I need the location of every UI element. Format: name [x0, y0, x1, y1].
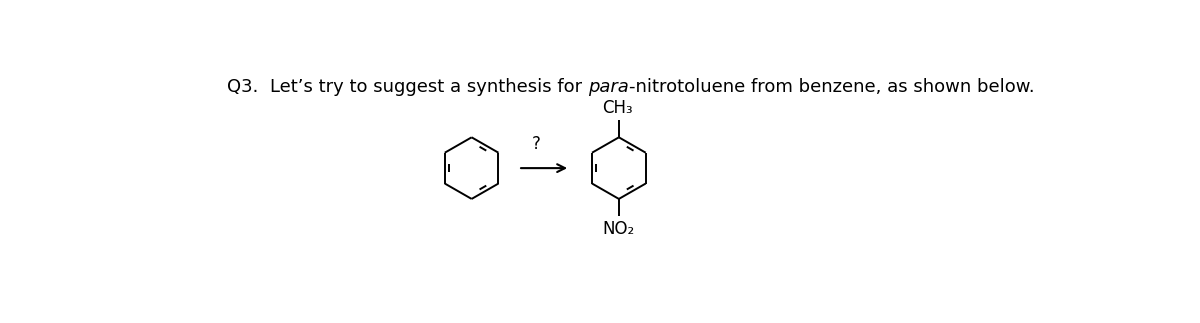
Text: NO₂: NO₂	[602, 220, 635, 238]
Text: -nitrotoluene from benzene, as shown below.: -nitrotoluene from benzene, as shown bel…	[629, 78, 1034, 96]
Text: CH₃: CH₃	[602, 99, 632, 117]
Text: ?: ?	[532, 135, 541, 153]
Text: para: para	[588, 78, 629, 96]
Text: Let’s try to suggest a synthesis for: Let’s try to suggest a synthesis for	[270, 78, 588, 96]
Text: Q3.: Q3.	[228, 78, 259, 96]
